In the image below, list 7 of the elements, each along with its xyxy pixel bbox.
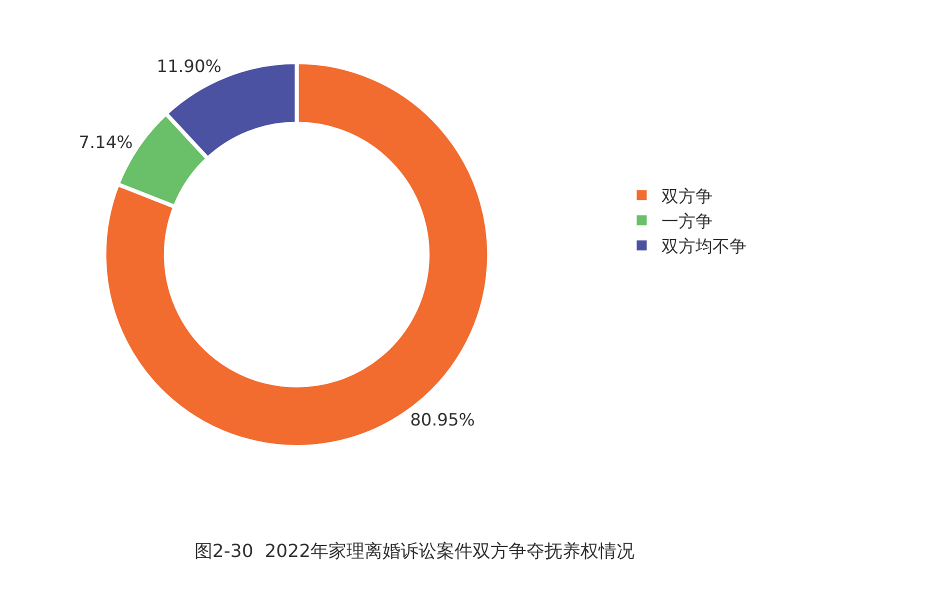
- legend-label: 双方争: [662, 186, 713, 207]
- text: 图2-30 2022年家理离婚诉讼案件双方争夺抚养权情况: [194, 540, 635, 562]
- legend-label: 双方均不争: [662, 236, 747, 257]
- data-label: 80.95%: [410, 410, 475, 430]
- data-label: 11.90%: [156, 56, 222, 77]
- legend-label: 一方争: [662, 212, 713, 232]
- data-label: 7.14%: [78, 132, 133, 153]
